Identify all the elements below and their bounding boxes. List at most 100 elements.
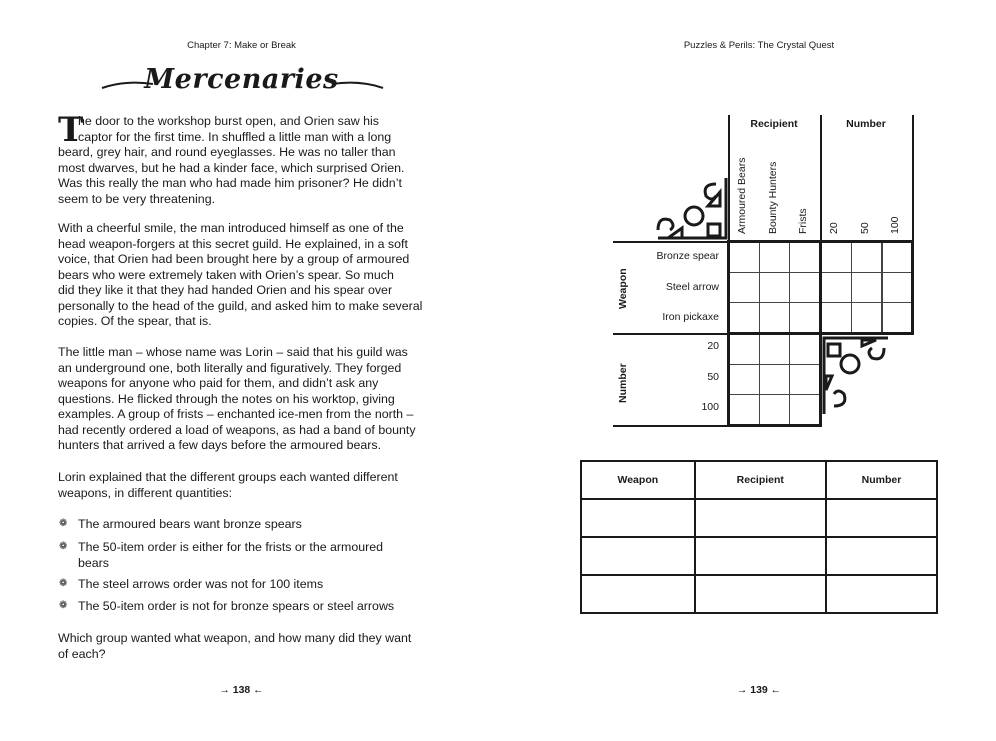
clue-line: The 50-item order is not for bronze spea… [78, 599, 395, 613]
grid-cell[interactable] [850, 302, 883, 335]
grid-cell[interactable] [820, 241, 852, 273]
grid-line [820, 115, 822, 241]
answer-cell[interactable] [824, 536, 939, 576]
clue-line: The steel arrows order was not for 100 i… [78, 577, 324, 591]
paragraph-line: had recently ordered a load of weapons, … [58, 422, 416, 437]
group-label-weapon: Weapon [617, 268, 629, 309]
paragraph-line: questions. He flicked through the notes … [58, 391, 395, 406]
paragraph-line: most dwarves, but he had a kinder face, … [58, 160, 405, 175]
grid-cell[interactable] [881, 241, 914, 273]
paragraph-line: an underground one, both literally and f… [58, 360, 402, 375]
answer-header-number: Number [824, 460, 939, 500]
paragraph-line: hunters that arrived a few days before t… [58, 438, 382, 452]
grid-cell[interactable] [820, 302, 852, 335]
grid-line [819, 241, 822, 426]
flower-bullet-icon: ❁ [59, 578, 68, 589]
page-number-value: 138 [232, 684, 251, 696]
column-label-recipient: Armoured Bears [736, 157, 748, 234]
answer-header-weapon: Weapon [580, 460, 696, 500]
running-head-right: Puzzles & Perils: The Crystal Quest [683, 40, 835, 51]
grid-cell[interactable] [789, 271, 822, 304]
answer-table: Weapon Recipient Number [580, 460, 939, 614]
group-label-number-side: Number [617, 363, 629, 403]
paragraph-line: weapons for anyone who paid for them, an… [58, 376, 379, 390]
paragraph-line: did they like it that they had handed Or… [58, 283, 393, 297]
grid-cell[interactable] [728, 271, 760, 304]
running-head-left: Chapter 7: Make or Break [187, 40, 296, 51]
grid-line [727, 241, 730, 426]
grid-line [912, 115, 914, 241]
question-line: Which group wanted what weapon, and how … [58, 631, 412, 645]
corner-ornament-icon [656, 178, 728, 240]
grid-cell[interactable] [758, 394, 791, 427]
grid-cell[interactable] [881, 302, 914, 335]
paragraph-line: examples. A group of frists – enchanted … [58, 407, 414, 421]
answer-cell[interactable] [580, 574, 696, 614]
grid-cell[interactable] [728, 333, 760, 365]
grid-cell[interactable] [758, 241, 791, 273]
grid-cell[interactable] [789, 302, 822, 335]
paragraph-line: With a cheerful smile, the man introduce… [58, 221, 404, 235]
column-label-number: 20 [828, 222, 840, 234]
paragraph-line: Was this really the man who had made him… [58, 176, 402, 190]
row-label-number: 20 [707, 340, 719, 352]
grid-cell[interactable] [789, 363, 822, 396]
answer-cell[interactable] [824, 574, 939, 614]
grid-cell[interactable] [758, 302, 791, 335]
grid-cell[interactable] [789, 394, 822, 427]
grid-cell[interactable] [728, 302, 760, 335]
page-number-right: → 139 ← [736, 684, 782, 696]
grid-cell[interactable] [758, 271, 791, 304]
row-label-weapon: Bronze spear [656, 250, 719, 262]
grid-line [613, 333, 728, 335]
grid-cell[interactable] [820, 271, 852, 304]
flower-bullet-icon: ❁ [59, 600, 68, 611]
flower-bullet-icon: ❁ [59, 541, 68, 552]
column-label-number: 50 [858, 222, 871, 234]
flower-bullet-icon: ❁ [59, 518, 68, 529]
grid-line [727, 424, 822, 427]
paragraph-line: personally to the head of the guild, and… [58, 298, 423, 313]
grid-cell[interactable] [850, 271, 883, 304]
grid-line [911, 241, 914, 335]
answer-row [580, 574, 939, 614]
answer-cell[interactable] [693, 498, 827, 538]
paragraph-line: head weapon-forgers at this secret guild… [58, 236, 408, 251]
paragraph-line: Lorin explained that the different group… [58, 470, 398, 484]
row-label-number: 50 [707, 370, 719, 383]
row-label-weapon: Iron pickaxe [662, 311, 719, 324]
answer-cell[interactable] [580, 498, 696, 538]
grid-cell[interactable] [728, 241, 760, 273]
row-label-weapon: Steel arrow [665, 280, 719, 293]
paragraph-line: The little man – whose name was Lorin – … [58, 345, 408, 359]
paragraph-line: seem to be very threatening. [58, 191, 216, 206]
grid-line [613, 241, 728, 243]
paragraph-line: he door to the workshop burst open, and … [78, 114, 379, 128]
paragraph-line: weapons, in different quantities: [58, 485, 233, 500]
answer-row [580, 498, 939, 538]
paragraph-line: beard, grey hair, and round eyeglasses. … [58, 145, 396, 159]
title-swash-right-icon [331, 81, 384, 89]
paragraph-line: copies. Of the spear, that is. [58, 314, 212, 328]
answer-cell[interactable] [824, 498, 939, 538]
answer-cell[interactable] [693, 536, 827, 576]
group-label-recipient: Recipient [750, 118, 798, 130]
grid-cell[interactable] [758, 363, 791, 396]
title-swash-left-icon [101, 81, 154, 89]
grid-cell[interactable] [728, 363, 760, 396]
grid-cell[interactable] [758, 333, 791, 365]
row-label-number: 100 [701, 401, 719, 414]
answer-cell[interactable] [693, 574, 827, 614]
grid-line [728, 115, 730, 241]
grid-line [613, 425, 728, 427]
grid-cell[interactable] [789, 241, 822, 273]
paragraph-line: bears who were extremely taken with Orie… [58, 267, 394, 282]
column-label-recipient: Frists [797, 208, 810, 234]
question-line: of each? [58, 646, 106, 661]
grid-cell[interactable] [881, 271, 914, 304]
grid-cell[interactable] [789, 333, 822, 365]
answer-cell[interactable] [580, 536, 696, 576]
answer-row [580, 536, 939, 576]
grid-cell[interactable] [850, 241, 883, 273]
grid-cell[interactable] [728, 394, 760, 427]
